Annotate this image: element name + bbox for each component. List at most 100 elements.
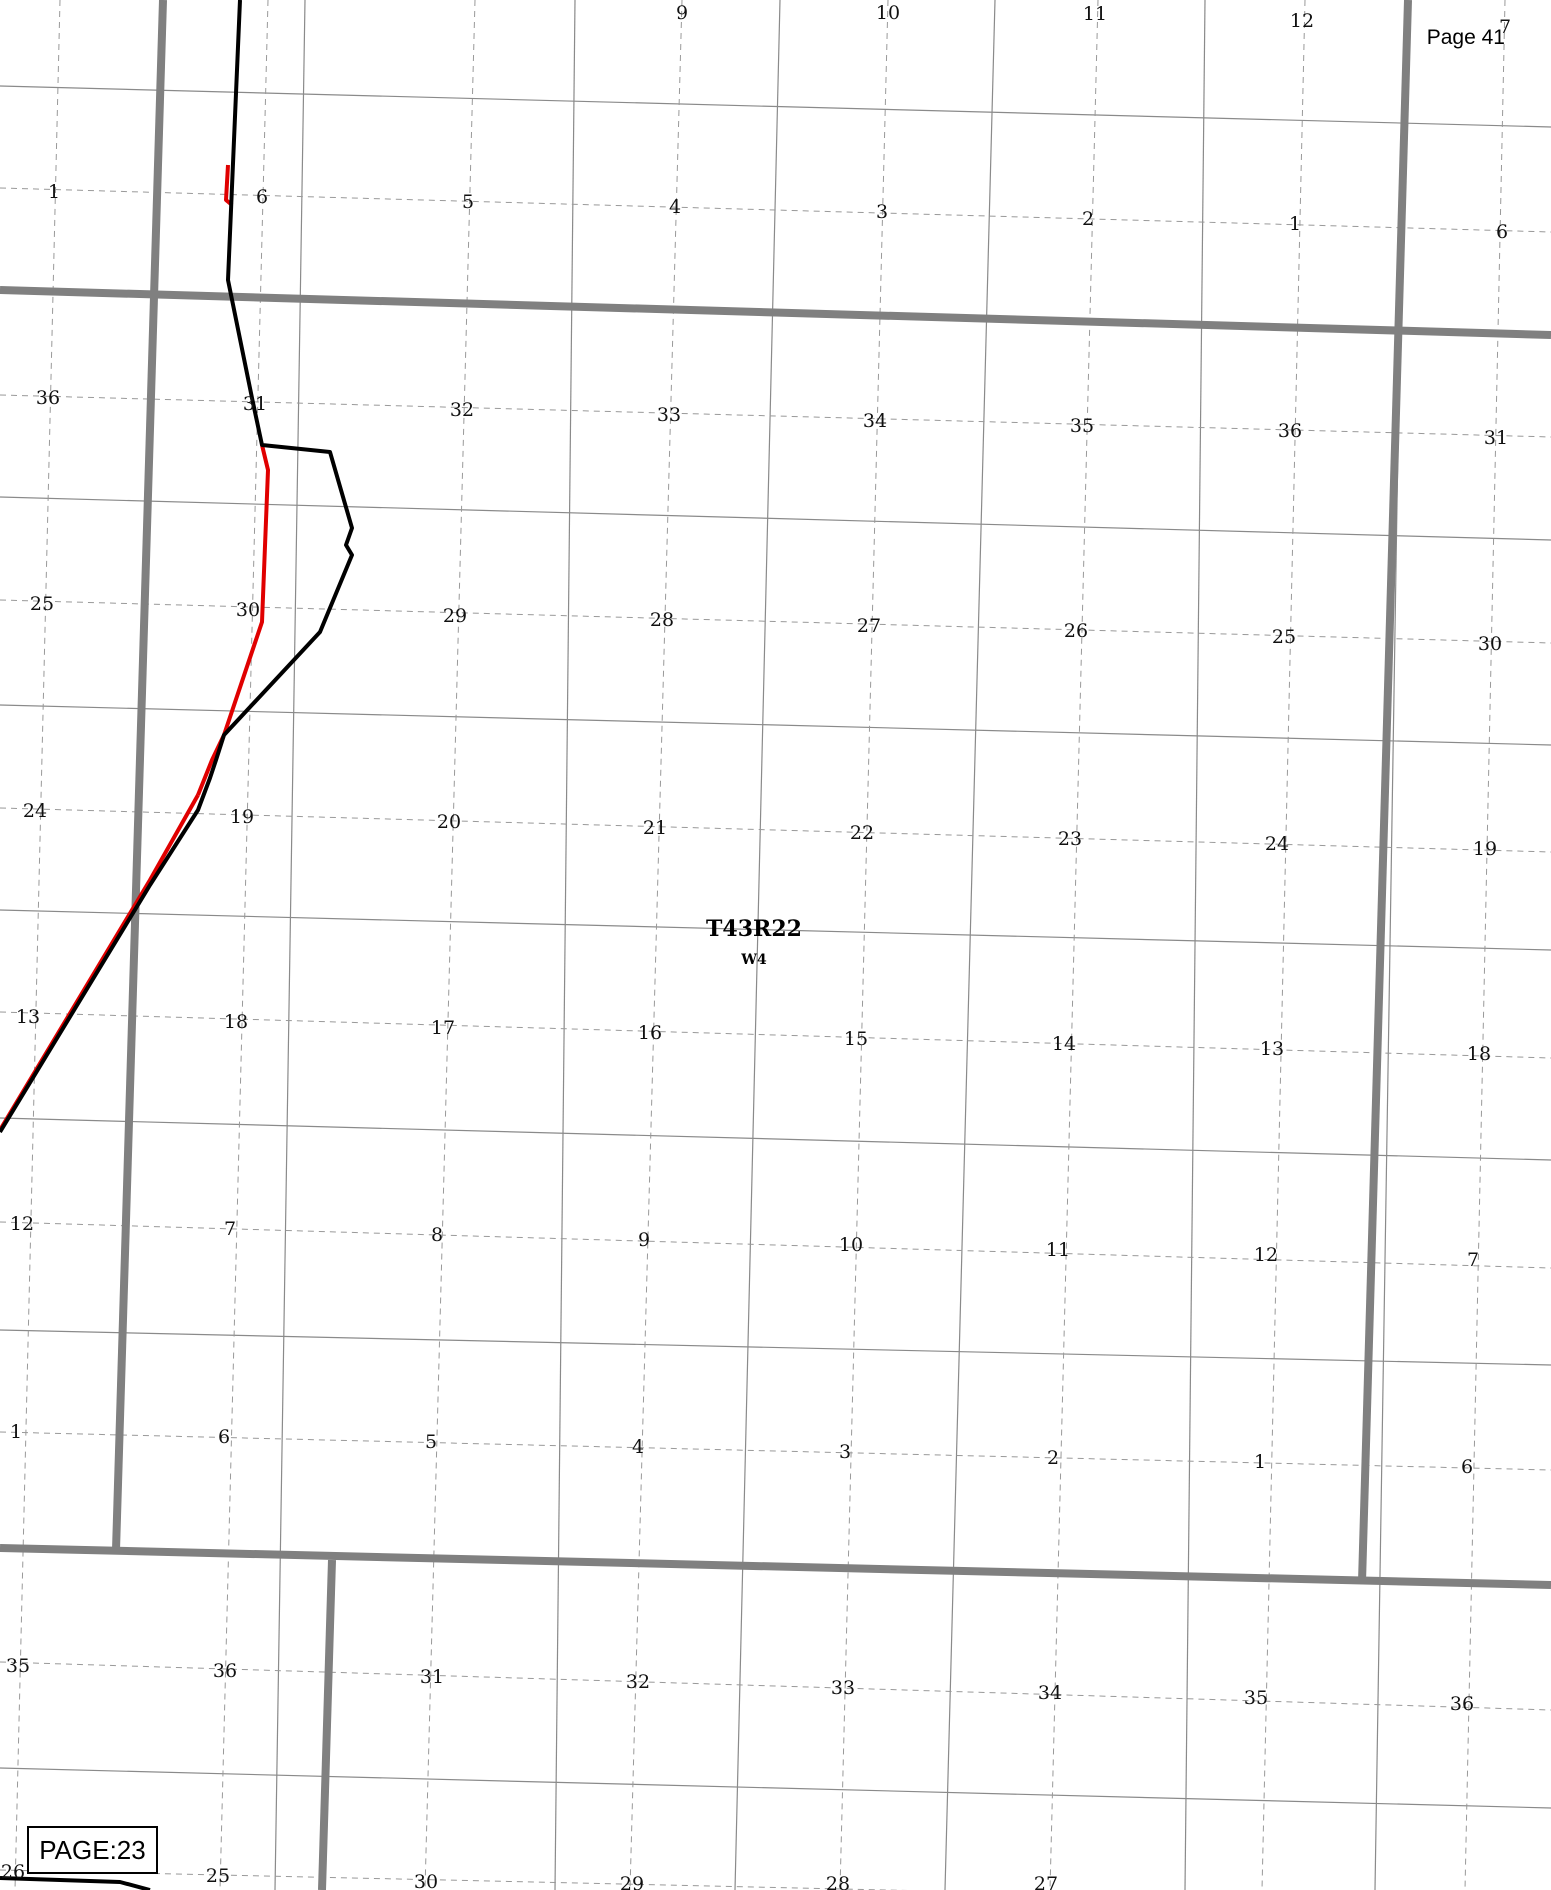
section-number-label: 36 (36, 387, 60, 409)
section-number-label: 7 (224, 1218, 236, 1240)
quarter-line (0, 1661, 1551, 1711)
section-number-label: 21 (643, 817, 667, 839)
quarter-line (424, 0, 476, 1890)
page-box-label: PAGE:23 (27, 1826, 158, 1874)
black-boundary-line (0, 0, 354, 1134)
section-number-label: 27 (857, 615, 881, 637)
section-line (0, 1117, 1551, 1161)
section-number-label: 19 (1473, 838, 1497, 860)
section-number-label: 20 (437, 811, 461, 833)
section-number-label: 18 (224, 1011, 248, 1033)
section-number-label: 26 (1, 1861, 25, 1883)
section-number-label: 9 (638, 1229, 650, 1251)
section-number-label: 24 (1265, 833, 1289, 855)
quarter-line (629, 0, 683, 1890)
section-number-label: 27 (1034, 1873, 1058, 1890)
section-number-label: 33 (831, 1677, 855, 1699)
section-line (274, 0, 306, 1890)
section-number-label: 11 (1046, 1239, 1070, 1261)
quarter-line (839, 0, 889, 1890)
section-line (0, 704, 1551, 746)
section-number-label: 12 (1254, 1244, 1278, 1266)
section-number-label: 8 (431, 1224, 443, 1246)
township-label: T43R22 (706, 916, 802, 942)
section-number-label: 3 (839, 1441, 851, 1463)
section-number-label: 13 (16, 1006, 40, 1028)
section-line (944, 0, 996, 1890)
section-number-label: 33 (657, 404, 681, 426)
section-number-label: 17 (431, 1017, 455, 1039)
section-number-label: 36 (1278, 420, 1302, 442)
quarter-line (0, 807, 1551, 853)
section-number-label: 30 (236, 599, 260, 621)
section-number-label: 28 (826, 1873, 850, 1890)
section-number-label: 24 (23, 800, 47, 822)
section-number-label: 35 (1244, 1687, 1268, 1709)
quarter-line (1049, 0, 1099, 1890)
section-number-label: 13 (1260, 1038, 1284, 1060)
section-line (0, 909, 1551, 951)
township-line-north (0, 286, 1551, 339)
section-number-label: 35 (6, 1655, 30, 1677)
section-number-label: 11 (1083, 3, 1107, 25)
section-number-label: 10 (839, 1234, 863, 1256)
section-number-label: 1 (48, 181, 60, 203)
section-number-label: 5 (425, 1431, 437, 1453)
section-line (1184, 0, 1206, 1890)
section-number-label: 7 (1499, 16, 1511, 38)
section-number-label: 4 (632, 1436, 644, 1458)
section-number-label: 32 (450, 399, 474, 421)
area-boundary-lines (0, 0, 354, 1890)
section-number-label: 1 (1289, 213, 1301, 235)
section-line (554, 0, 576, 1890)
quarter-line (14, 0, 61, 1890)
red-boundary-line (196, 444, 270, 796)
quarter-line (0, 599, 1551, 644)
section-number-label: 25 (30, 593, 54, 615)
section-number-label: 35 (1070, 415, 1094, 437)
section-number-label: 18 (1467, 1043, 1491, 1065)
section-number-label: 6 (256, 186, 268, 208)
section-number-label: 25 (206, 1865, 230, 1887)
section-line (0, 496, 1551, 541)
section-number-label: 31 (1484, 427, 1508, 449)
section-number-label: 26 (1064, 620, 1088, 642)
quarter-line (0, 187, 1551, 233)
section-number-label: 31 (243, 393, 267, 415)
section-number-label: 16 (638, 1022, 662, 1044)
section-number-label: 19 (230, 806, 254, 828)
section-number-label: 6 (1461, 1456, 1473, 1478)
section-number-label: 29 (620, 1873, 644, 1890)
quarter-line (0, 394, 1551, 438)
section-number-label: 3 (876, 201, 888, 223)
section-number-label: 36 (213, 1660, 237, 1682)
quarter-line (0, 1011, 1551, 1059)
township-line-west (112, 0, 167, 1551)
section-number-label: 25 (1272, 626, 1296, 648)
black-boundary-line (0, 1876, 151, 1890)
quarter-line (219, 0, 269, 1890)
section-number-label: 12 (10, 1213, 34, 1235)
section-number-label: 32 (626, 1671, 650, 1693)
section-number-label: 23 (1058, 828, 1082, 850)
township-line-east (1358, 0, 1412, 1583)
section-number-label: 1 (10, 1421, 22, 1443)
section-number-label: 5 (462, 191, 474, 213)
meridian-label: W4 (740, 952, 767, 968)
section-number-label: 1 (1254, 1451, 1266, 1473)
section-line (0, 1329, 1551, 1366)
section-number-label: 31 (420, 1666, 444, 1688)
section-number-label: 9 (676, 2, 688, 24)
township-line-south (0, 1544, 1551, 1589)
township-line-south-offset (318, 1559, 336, 1890)
section-number-label: 14 (1052, 1033, 1076, 1055)
quarter-line (1261, 0, 1306, 1890)
section-number-label: 28 (650, 609, 674, 631)
section-number-label: 36 (1450, 1693, 1474, 1715)
section-number-label: 34 (863, 410, 887, 432)
